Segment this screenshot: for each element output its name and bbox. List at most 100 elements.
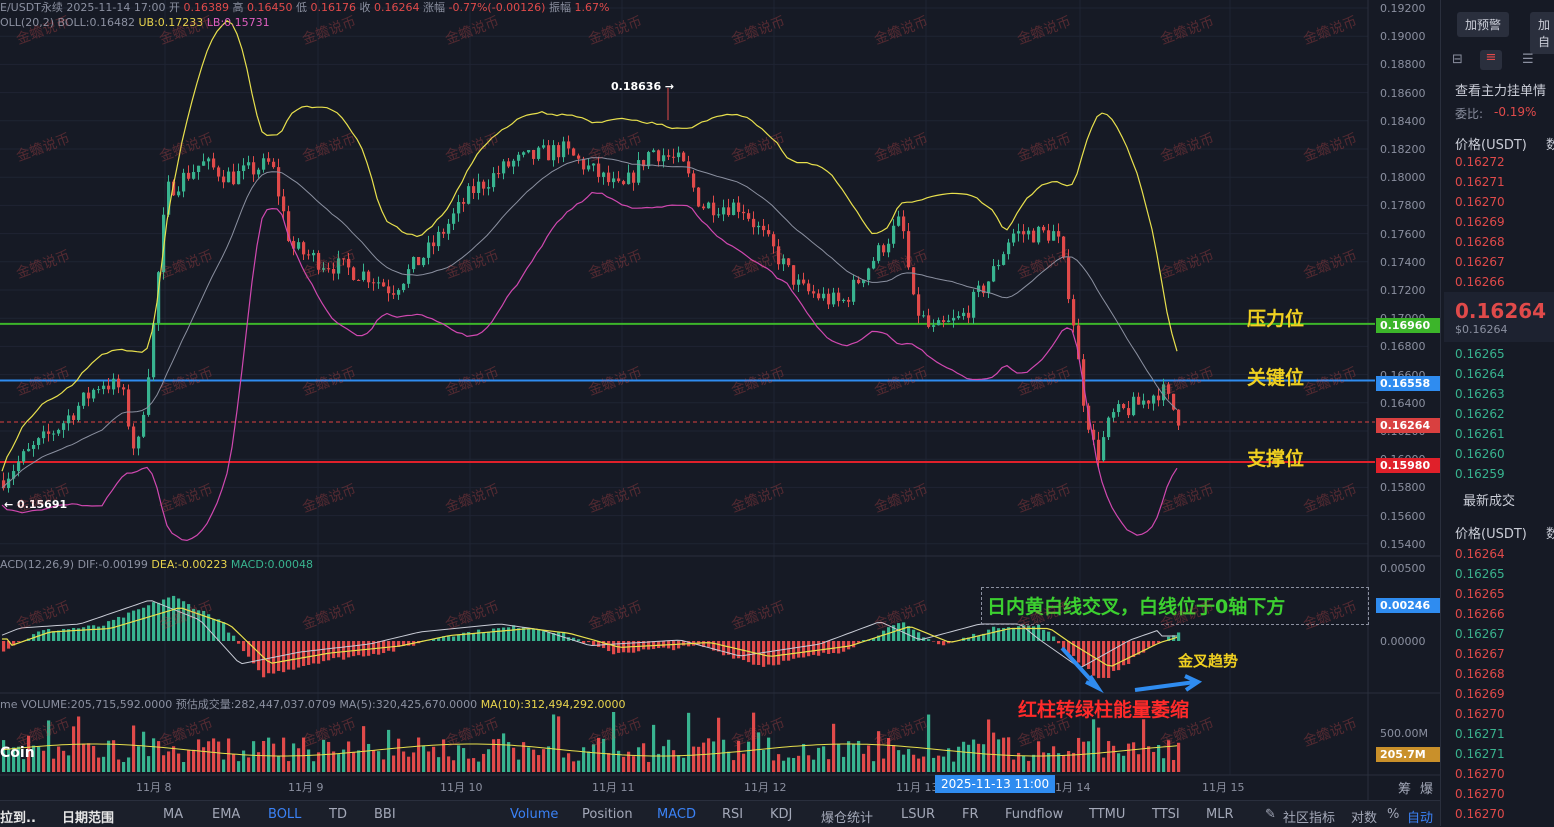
volume-bar: [577, 761, 580, 772]
candle: [927, 315, 930, 327]
macd-bar: [997, 628, 1000, 641]
bid-price[interactable]: 0.16263: [1455, 387, 1505, 401]
candle: [412, 257, 415, 269]
volume-bar: [547, 746, 550, 772]
indicator-boll[interactable]: BOLL: [268, 807, 301, 822]
add-watch-button[interactable]: 加自: [1530, 12, 1554, 54]
macd-bar: [132, 611, 135, 641]
jump-button[interactable]: 拉到..: [0, 807, 36, 826]
volume-bar: [362, 726, 365, 772]
bid-price[interactable]: 0.16260: [1455, 447, 1505, 461]
macd-bar: [307, 641, 310, 665]
layout-both-icon[interactable]: ⊟: [1452, 52, 1463, 67]
volume-bar: [1102, 758, 1105, 772]
candle: [542, 145, 545, 147]
trades-title[interactable]: 最新成交: [1463, 490, 1515, 509]
macd-bar: [472, 634, 475, 641]
sub-indicator-10[interactable]: TTSI: [1152, 807, 1180, 822]
volume-bar: [1172, 760, 1175, 772]
macd-bar: [487, 632, 490, 641]
volume-bar: [1137, 754, 1140, 772]
sub-indicator-8[interactable]: Fundflow: [1005, 807, 1063, 822]
candle: [267, 158, 270, 161]
ask-price[interactable]: 0.16266: [1455, 275, 1505, 289]
ask-price[interactable]: 0.16268: [1455, 235, 1505, 249]
sub-indicator-3[interactable]: RSI: [722, 807, 743, 822]
layout-asks-icon[interactable]: ☰: [1522, 52, 1534, 67]
indicator-ma[interactable]: MA: [163, 807, 183, 822]
sub-indicator-6[interactable]: LSUR: [901, 807, 935, 822]
macd-bar: [297, 641, 300, 668]
sub-indicator-1[interactable]: Position: [582, 807, 633, 822]
volume-bar: [872, 761, 875, 772]
layout-bids-icon[interactable]: ≡: [1480, 50, 1502, 70]
candle: [907, 231, 910, 267]
ask-price[interactable]: 0.16272: [1455, 155, 1505, 169]
macd-bar: [17, 641, 20, 642]
price-axis-tick: 0.18000: [1380, 171, 1426, 184]
bid-price[interactable]: 0.16259: [1455, 467, 1505, 481]
ask-price[interactable]: 0.16270: [1455, 195, 1505, 209]
volume-bar: [822, 746, 825, 772]
macd-bar: [167, 598, 170, 641]
percent-button[interactable]: %: [1387, 807, 1399, 822]
macd-bar: [342, 641, 345, 660]
orderbook-title[interactable]: 查看主力挂单情: [1455, 80, 1546, 99]
volume-bar: [102, 757, 105, 772]
sub-indicator-5[interactable]: 爆仓统计: [821, 807, 873, 826]
macd-bar: [222, 622, 225, 641]
candle: [222, 177, 225, 183]
ask-price[interactable]: 0.16267: [1455, 255, 1505, 269]
sub-indicator-9[interactable]: TTMU: [1089, 807, 1125, 822]
auto-button[interactable]: 自动: [1407, 807, 1433, 826]
bid-price[interactable]: 0.16264: [1455, 367, 1505, 381]
date-range-button[interactable]: 日期范围: [62, 807, 114, 826]
bid-price[interactable]: 0.16262: [1455, 407, 1505, 421]
bid-price[interactable]: 0.16265: [1455, 347, 1505, 361]
sub-indicator-4[interactable]: KDJ: [770, 807, 792, 822]
candle: [1067, 258, 1070, 300]
macd-bar: [47, 629, 50, 641]
trade-price: 0.16270: [1455, 807, 1505, 821]
community-indicator-button[interactable]: 社区指标: [1283, 807, 1335, 826]
volume-bar: [252, 741, 255, 772]
macd-bar: [1092, 641, 1095, 676]
candle: [552, 145, 555, 160]
indicator-td[interactable]: TD: [329, 807, 347, 822]
candle: [612, 178, 615, 182]
sub-indicator-11[interactable]: MLR: [1206, 807, 1234, 822]
indicator-ema[interactable]: EMA: [212, 807, 240, 822]
macd-bar: [1077, 641, 1080, 663]
sub-indicator-7[interactable]: FR: [962, 807, 979, 822]
volume-bar: [347, 741, 350, 772]
ask-price[interactable]: 0.16269: [1455, 215, 1505, 229]
trade-price: 0.16268: [1455, 667, 1505, 681]
bid-price[interactable]: 0.16261: [1455, 427, 1505, 441]
sub-indicator-2[interactable]: MACD: [657, 807, 696, 822]
ratio-label: 委比:: [1455, 105, 1483, 122]
candle: [1127, 408, 1130, 415]
ask-price[interactable]: 0.16271: [1455, 175, 1505, 189]
chip-icon[interactable]: 筹: [1398, 778, 1411, 797]
macd-bar: [1042, 630, 1045, 641]
candle: [1042, 227, 1045, 230]
volume-bar: [662, 746, 665, 772]
edit-icon[interactable]: ✎: [1265, 807, 1276, 822]
log-scale-button[interactable]: 对数: [1351, 807, 1377, 826]
volume-bar: [792, 758, 795, 772]
volume-bar: [987, 719, 990, 772]
volume-bar: [997, 739, 1000, 772]
candle: [1062, 237, 1065, 258]
volume-bar: [152, 738, 155, 772]
sub-indicator-0[interactable]: Volume: [510, 807, 558, 822]
burst-icon[interactable]: 爆: [1420, 778, 1433, 797]
volume-bar: [772, 760, 775, 772]
candle: [132, 427, 135, 449]
add-alert-button[interactable]: 加预警: [1457, 12, 1509, 37]
volume-bar: [647, 762, 650, 772]
indicator-bbi[interactable]: BBI: [374, 807, 396, 822]
macd-bar: [92, 625, 95, 641]
macd-bar: [227, 633, 230, 641]
candle: [447, 224, 450, 234]
macd-bar: [847, 641, 850, 649]
